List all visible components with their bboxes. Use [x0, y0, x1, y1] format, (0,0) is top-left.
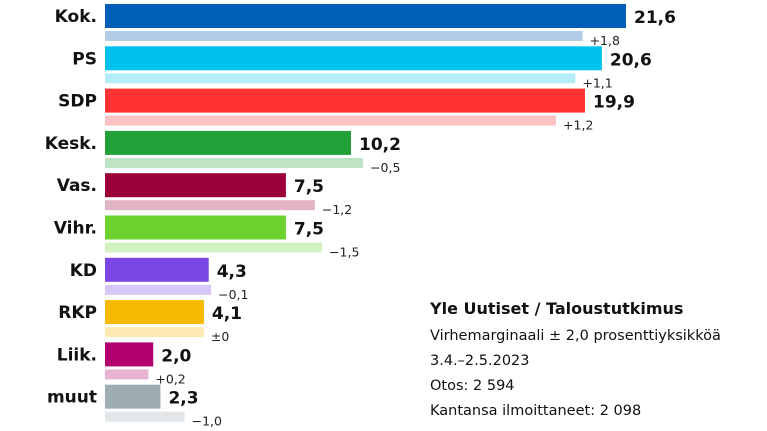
sample-size: Otos: 2 594 — [430, 378, 515, 394]
party-label: RKP — [58, 303, 97, 323]
bar-current — [105, 257, 209, 282]
party-label: KD — [70, 261, 97, 281]
bar-current — [105, 342, 154, 367]
bar-current — [105, 173, 286, 198]
date-range: 3.4.–2.5.2023 — [430, 353, 530, 369]
source-info: Yle Uutiset / Taloustutkimus Virhemargin… — [430, 296, 721, 424]
value-label: 19,9 — [593, 93, 635, 113]
bar-previous — [105, 411, 185, 422]
party-label: muut — [47, 388, 97, 408]
change-label: −0,1 — [218, 287, 248, 302]
bar-previous — [105, 284, 212, 295]
change-label: −1,0 — [192, 414, 222, 429]
bar-current — [105, 4, 626, 28]
bar-current — [105, 215, 286, 240]
party-label: Vihr. — [54, 219, 97, 239]
value-label: 20,6 — [610, 50, 652, 70]
value-label: 7,5 — [294, 177, 324, 197]
value-label: 4,3 — [217, 262, 247, 282]
party-label: Liik. — [57, 345, 97, 365]
respondents: Kantansa ilmoittaneet: 2 098 — [430, 403, 642, 419]
bar-previous — [105, 115, 557, 126]
change-label: −1,2 — [322, 202, 352, 217]
bar-current — [105, 300, 204, 325]
party-label: SDP — [58, 92, 97, 112]
party-label: Kesk. — [45, 134, 97, 154]
value-label: 10,2 — [359, 135, 401, 155]
bar-current — [105, 384, 161, 409]
value-label: 2,0 — [161, 346, 191, 366]
bar-current — [105, 130, 352, 155]
party-label: Vas. — [57, 176, 97, 196]
bar-previous — [105, 73, 576, 84]
bar-previous — [105, 242, 323, 253]
change-label: +0,2 — [155, 371, 185, 386]
value-label: 2,3 — [168, 389, 198, 409]
change-label: +1,1 — [582, 75, 612, 90]
value-label: 4,1 — [212, 304, 242, 324]
value-label: 21,6 — [634, 8, 676, 28]
change-label: −1,5 — [329, 245, 359, 260]
bar-current — [105, 88, 585, 113]
bar-previous — [105, 157, 364, 168]
bar-previous — [105, 327, 204, 338]
change-label: +1,2 — [563, 118, 593, 133]
value-label: 7,5 — [294, 220, 324, 240]
bar-current — [105, 46, 602, 71]
change-label: −0,5 — [370, 160, 400, 175]
bar-previous — [105, 200, 315, 211]
party-label: PS — [72, 49, 97, 69]
error-margin: Virhemarginaali ± 2,0 prosenttiyksikköä — [430, 328, 721, 344]
change-label: ±0 — [211, 329, 229, 344]
change-label: +1,8 — [590, 33, 620, 48]
bar-previous — [105, 369, 149, 380]
bar-previous — [105, 31, 583, 41]
party-label: Kok. — [55, 7, 97, 27]
source-title: Yle Uutiset / Taloustutkimus — [430, 299, 684, 318]
